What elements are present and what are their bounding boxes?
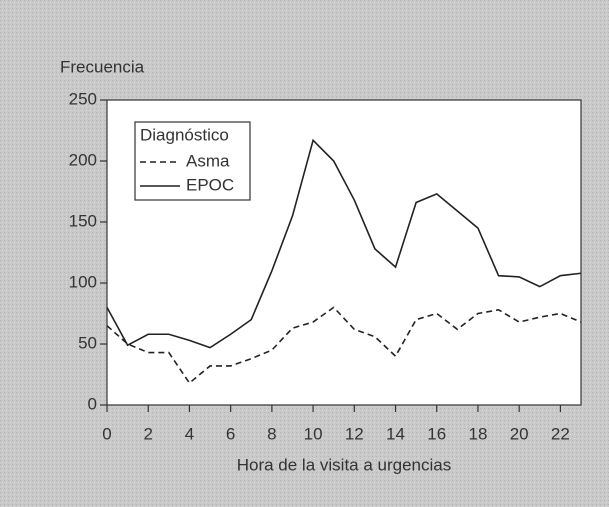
line-series bbox=[106, 306, 582, 385]
x-tick-label: 18 bbox=[468, 424, 487, 443]
legend-label: Asma bbox=[186, 151, 230, 170]
x-tick-label: 2 bbox=[143, 424, 152, 443]
y-tick-label: 150 bbox=[69, 211, 97, 230]
x-tick-label: 4 bbox=[185, 424, 194, 443]
line-series bbox=[106, 138, 582, 349]
legend-label: EPOC bbox=[186, 175, 234, 194]
y-tick-label: 200 bbox=[69, 150, 97, 169]
y-axis-label: Frecuencia bbox=[60, 57, 145, 76]
x-tick-label: 20 bbox=[510, 424, 529, 443]
legend-box bbox=[134, 121, 251, 201]
y-tick-label: 0 bbox=[88, 394, 97, 413]
legend-title: Diagnóstico bbox=[140, 125, 229, 144]
y-tick-label: 50 bbox=[78, 333, 97, 352]
x-tick-label: 22 bbox=[551, 424, 570, 443]
y-tick-label: 250 bbox=[69, 89, 97, 108]
x-tick-label: 8 bbox=[267, 424, 276, 443]
y-tick-label: 100 bbox=[69, 272, 97, 291]
x-tick-label: 10 bbox=[304, 424, 323, 443]
x-axis-label: Hora de la visita a urgencias bbox=[237, 455, 452, 474]
x-tick-label: 14 bbox=[386, 424, 405, 443]
x-tick-label: 12 bbox=[345, 424, 364, 443]
x-tick-label: 0 bbox=[102, 424, 111, 443]
x-tick-label: 16 bbox=[427, 424, 446, 443]
x-tick-label: 6 bbox=[226, 424, 235, 443]
